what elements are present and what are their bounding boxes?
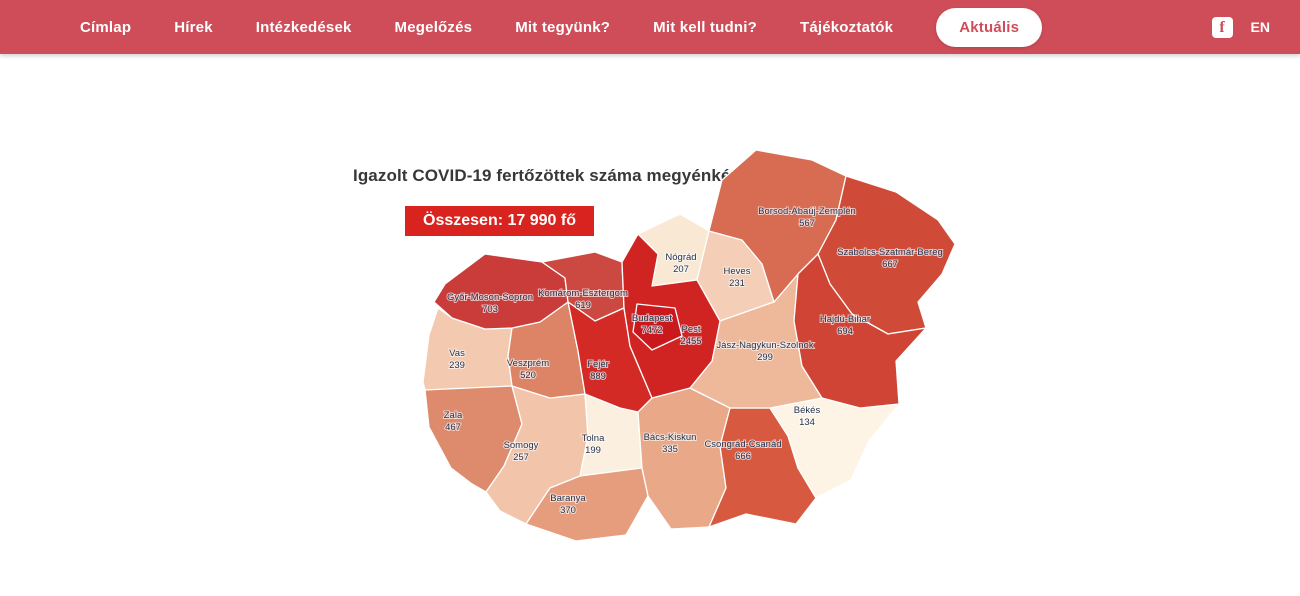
county-value-borsod-abauj-zemplen: 567 — [799, 218, 815, 229]
nav-item-megelozes[interactable]: Megelőzés — [394, 18, 473, 36]
county-fejer — [567, 301, 653, 413]
nav-item-cimlap[interactable]: Címlap — [80, 18, 132, 36]
nav-item-tajekoztatok[interactable]: Tájékoztatók — [799, 18, 894, 36]
county-label-bacs-kiskun: Bács-Kiskun — [644, 432, 697, 443]
county-value-jasz-nagykun-szolnok: 299 — [757, 352, 773, 363]
county-value-komarom-esztergom: 619 — [575, 300, 591, 311]
county-label-gyor-moson-sopron: Győr-Moson-Sopron — [447, 292, 533, 303]
nav-item-hirek[interactable]: Hírek — [174, 18, 213, 36]
main-content: Igazolt COVID-19 fertőzöttek száma megyé… — [0, 54, 1300, 596]
county-budapest — [632, 303, 683, 351]
total-cases-badge: Összesen: 17 990 fő — [405, 206, 594, 236]
county-label-baranya: Baranya — [550, 493, 586, 504]
county-label-tolna: Tolna — [582, 433, 605, 444]
nav-right-group: f EN — [1211, 16, 1270, 38]
county-value-zala: 467 — [445, 422, 461, 433]
county-value-szabolcs-szatmar-bereg: 667 — [882, 259, 898, 270]
county-label-heves: Heves — [724, 266, 751, 277]
county-label-nograd: Nógrád — [665, 252, 696, 263]
language-switch-en[interactable]: EN — [1250, 19, 1270, 35]
county-value-nograd: 207 — [673, 264, 689, 275]
county-label-veszprem: Veszprém — [507, 358, 549, 369]
county-value-bekes: 134 — [799, 417, 815, 428]
nav-item-aktualis[interactable]: Aktuális — [936, 7, 1043, 47]
county-value-pest: 2455 — [680, 336, 701, 347]
county-value-heves: 231 — [729, 278, 745, 289]
county-label-somogy: Somogy — [504, 440, 539, 451]
county-label-borsod-abauj-zemplen: Borsod-Abaúj-Zemplén — [758, 206, 856, 217]
county-bacs-kiskun — [637, 387, 731, 530]
county-label-budapest: Budapest — [632, 313, 673, 324]
county-label-fejer: Fejér — [587, 359, 609, 370]
county-label-hajdu-bihar: Hajdú-Bihar — [820, 314, 870, 325]
county-label-vas: Vas — [449, 348, 465, 359]
county-label-komarom-esztergom: Komárom-Esztergom — [538, 288, 628, 299]
county-value-budapest: 7472 — [641, 325, 662, 336]
county-value-baranya: 370 — [560, 505, 576, 516]
county-label-jasz-nagykun-szolnok: Jász-Nagykun-Szolnok — [716, 340, 813, 351]
nav-item-intezkedesek[interactable]: Intézkedések — [255, 18, 352, 36]
county-label-zala: Zala — [444, 410, 463, 421]
county-value-fejer: 889 — [590, 371, 606, 382]
county-label-pest: Pest — [681, 324, 700, 335]
county-label-szabolcs-szatmar-bereg: Szabolcs-Szatmár-Bereg — [837, 247, 943, 258]
county-label-bekes: Békés — [794, 405, 821, 416]
nav-menu: Címlap Hírek Intézkedések Megelőzés Mit tegy… — [80, 7, 1085, 47]
map-title: Igazolt COVID-19 fertőzöttek száma megyé… — [353, 166, 747, 185]
nav-item-mit-tegyunk[interactable]: Mit tegyünk? — [515, 18, 611, 36]
county-value-veszprem: 520 — [520, 370, 536, 381]
county-value-vas: 239 — [449, 360, 465, 371]
county-hajdu-bihar — [793, 253, 927, 409]
county-value-tolna: 199 — [585, 445, 601, 456]
county-value-bacs-kiskun: 335 — [662, 444, 678, 455]
nav-item-mit-kell-tudni[interactable]: Mit kell tudni? — [653, 18, 757, 36]
county-value-somogy: 257 — [513, 452, 529, 463]
county-label-csongrad-csanad: Csongrád-Csanád — [704, 439, 781, 450]
county-value-csongrad-csanad: 666 — [735, 451, 751, 462]
county-value-hajdu-bihar: 694 — [837, 326, 853, 337]
top-navigation: Címlap Hírek Intézkedések Megelőzés Mit tegy… — [0, 0, 1300, 54]
county-value-gyor-moson-sopron: 703 — [482, 304, 498, 315]
facebook-icon[interactable]: f — [1211, 16, 1233, 38]
